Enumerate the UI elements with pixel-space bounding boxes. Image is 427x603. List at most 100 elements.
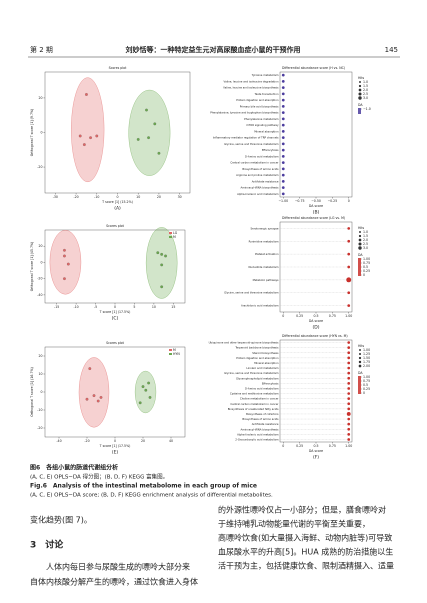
colorbar (358, 258, 361, 276)
legend-title: DA (358, 253, 363, 257)
x-tick-label: -40 (56, 439, 61, 443)
point (63, 248, 66, 252)
point (78, 134, 82, 138)
y-tick-label: 0 (40, 131, 42, 135)
point (85, 397, 89, 401)
dot (347, 433, 351, 436)
dot (347, 265, 351, 269)
dot (281, 155, 285, 158)
y-tick-label: 20 (38, 354, 42, 358)
x-tick-label: -20 (73, 195, 78, 199)
dot (281, 180, 285, 183)
dot (281, 105, 285, 108)
category-label: Central carbon metabolism in cancer (230, 161, 279, 165)
dot (281, 142, 285, 146)
y-tick-label: -20 (37, 165, 42, 169)
category-label: Biosynthesis of amino acids (242, 167, 279, 171)
x-tick-label: 0.75 (329, 314, 336, 318)
legend-size (358, 92, 362, 96)
legend-size (358, 238, 362, 242)
dot (347, 427, 351, 431)
legend-label: 2.5 (363, 242, 368, 246)
x-tick-label: 5 (133, 305, 135, 309)
category-label: Efferocytosis (262, 381, 279, 385)
dot (347, 392, 351, 395)
dot (281, 123, 285, 127)
category-label: Metabolic pathways (253, 278, 280, 282)
category-label: Protein digestion and absorption (236, 356, 279, 360)
legend-title: Hits (358, 226, 365, 230)
dot (347, 371, 351, 375)
colorbar (358, 108, 361, 114)
dot (347, 376, 351, 380)
x-tick-label: 0 (116, 195, 118, 199)
category-label: Aminoacyl-tRNA biosynthesis (241, 427, 280, 431)
legend-label: 1.0 (363, 230, 368, 234)
dot (347, 346, 351, 349)
paragraph-line: 血尿酸水平的升高[5]。HUA 成熟的防治措施以生 (218, 547, 393, 557)
y-tick-label: 20 (38, 244, 42, 248)
plot-frame (279, 71, 353, 198)
point (157, 151, 161, 155)
legend-swatch (169, 232, 172, 234)
panel-label: (C) (112, 316, 119, 322)
legend-label: M (173, 235, 176, 239)
dot (281, 80, 285, 83)
x-tick-label: -10 (74, 305, 79, 309)
dot (281, 148, 285, 152)
legend-label: 2.0 (363, 88, 368, 92)
legend-label: 1.75 (363, 360, 370, 364)
category-label: Efferocytosis (262, 148, 279, 152)
legend-label: 1.5 (363, 84, 368, 88)
x-tick-label: 20 (157, 195, 161, 199)
dot (347, 397, 351, 400)
y-tick-label: 20 (38, 96, 42, 100)
dot (281, 136, 285, 139)
plot-frame (279, 221, 353, 313)
legend-size (358, 356, 362, 360)
dot (347, 361, 351, 365)
dot (347, 351, 351, 355)
legend-label: 3.0 (363, 96, 368, 100)
x-axis-label: DA score (309, 319, 323, 323)
x-tick-label: 0 (114, 305, 116, 309)
paragraph-line: 高嘌呤饮食(如大量摄入海鲜、动物内脏等)可导致 (218, 533, 392, 543)
legend-label: 1.25 (363, 352, 370, 356)
dot (281, 86, 285, 89)
x-tick-label: −0.75 (295, 199, 305, 203)
legend-size (358, 96, 362, 100)
category-label: Choline metabolism in cancer (240, 397, 280, 401)
section-heading: 3 讨论 (30, 539, 64, 551)
y-tick-label: -10 (37, 408, 42, 412)
legend-label: 0.75 (363, 261, 370, 265)
point (160, 252, 164, 256)
point (99, 396, 103, 399)
legend-title: DA (358, 103, 363, 107)
x-axis-label: T score [1] (17.5%) (99, 444, 131, 448)
legend-size (358, 352, 362, 356)
legend-title: Hits (358, 344, 365, 348)
category-label: Taste transduction (255, 92, 279, 96)
category-label: Antifolate resistance (252, 422, 279, 426)
point (89, 136, 92, 140)
legend-label: 2.00 (363, 364, 370, 368)
point (141, 385, 145, 389)
dot (347, 417, 351, 421)
category-label: Glycine, serine and threonine metabolism (224, 371, 279, 375)
x-axis-label: DA score (309, 449, 323, 453)
chart-title: Differential abundance score (HYN vs. M) (282, 334, 348, 338)
x-tick-label: 1.00 (345, 444, 352, 448)
legend-label: 2.5 (363, 92, 368, 96)
running-title: 刘妙恬等：一种特定益生元对高尿酸血症小鼠的干预作用 (126, 45, 301, 54)
category-label: Ubiquinone and other terpenoid-quinone b… (209, 341, 280, 345)
y-axis-label: Orthogonal T score [1] (45.7%) (30, 242, 34, 292)
point (66, 262, 70, 266)
dot (281, 161, 285, 164)
point (147, 136, 150, 140)
x-tick-label: 0.5 (313, 314, 318, 318)
x-tick-label: 10 (136, 195, 140, 199)
category-label: Antifolate resistance (252, 179, 279, 183)
point (147, 381, 151, 385)
legend-size (358, 88, 362, 92)
